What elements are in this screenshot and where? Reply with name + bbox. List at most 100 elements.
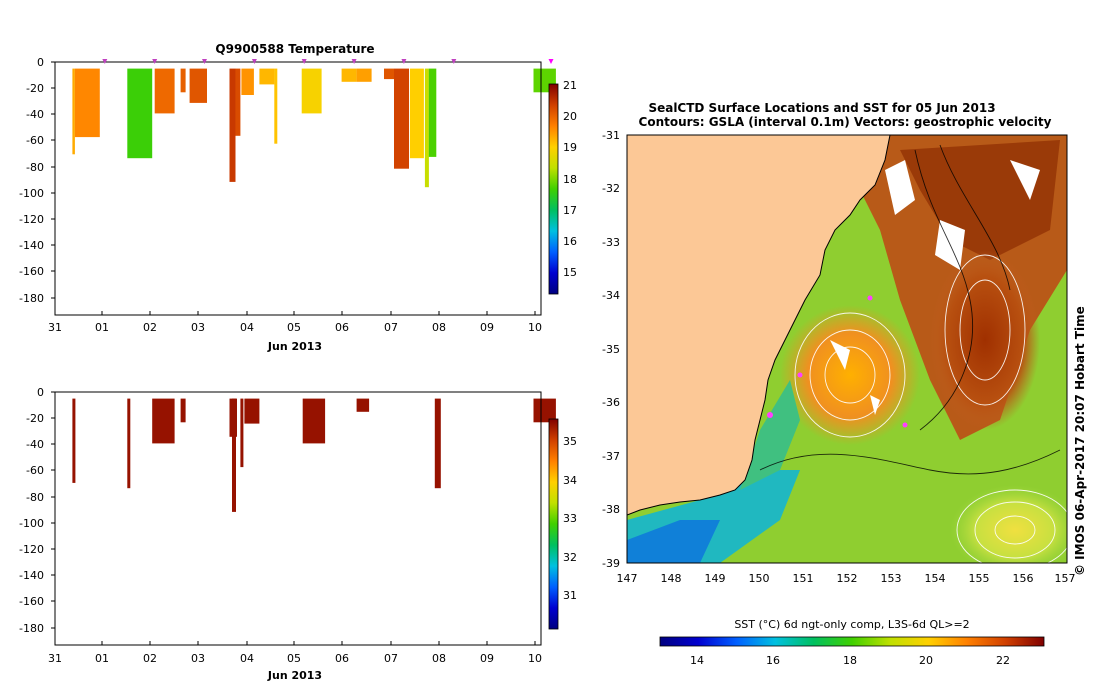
lat-tick-label: -38: [602, 503, 620, 516]
warm-core-eddy: [780, 305, 920, 445]
x-tick-label: 10: [528, 321, 542, 334]
map-plot-area: [627, 135, 1067, 563]
profile-bar: [302, 398, 326, 444]
profile-bar: [409, 68, 424, 159]
colorbar-tick-label: 18: [563, 173, 577, 186]
lon-tick-label: 157: [1055, 572, 1076, 585]
temperature-markers: [102, 59, 554, 64]
profile-bar: [232, 398, 236, 512]
lat-tick-label: -35: [602, 343, 620, 356]
temperature-colorbar-ramp: [548, 83, 559, 295]
map-colorbar-tick-label: 22: [996, 654, 1010, 667]
y-tick-label: 0: [37, 56, 44, 69]
map-colorbar-tick-label: 20: [919, 654, 933, 667]
land-mass: [627, 135, 890, 515]
lat-tick-label: -37: [602, 450, 620, 463]
colorbar-tick-label: 32: [563, 551, 577, 564]
x-tick-label: 08: [432, 652, 446, 665]
profile-bar: [274, 68, 278, 144]
profile-time-marker: [451, 59, 457, 64]
profile-bar: [72, 68, 75, 155]
x-tick-label: 06: [335, 321, 349, 334]
map-colorbar-label: SST (°C) 6d ngt-only comp, L3S-6d QL>=2: [734, 618, 969, 631]
shelf-water: [740, 380, 800, 490]
profile-bar: [434, 398, 441, 489]
profile-bar: [533, 398, 556, 423]
profile-bar: [356, 398, 370, 412]
salinity-x-label: Jun 2013: [267, 669, 322, 682]
lon-tick-label: 149: [705, 572, 726, 585]
colorbar-tick-label: 33: [563, 512, 577, 525]
profile-bar: [384, 68, 394, 80]
lat-tick-label: -33: [602, 236, 620, 249]
y-tick-label: -180: [19, 622, 44, 635]
colorbar-tick-label: 20: [563, 110, 577, 123]
lon-tick-label: 154: [925, 572, 946, 585]
salinity-axes-frame: [54, 391, 542, 646]
profile-bar: [127, 398, 131, 489]
colorbar-tick-label: 34: [563, 474, 577, 487]
y-tick-label: -180: [19, 292, 44, 305]
y-tick-label: -40: [26, 438, 44, 451]
colorbar-tick-label: 19: [563, 141, 577, 154]
lon-tick-label: 150: [749, 572, 770, 585]
profile-bar: [189, 68, 207, 103]
y-tick-label: -160: [19, 265, 44, 278]
seal-location-marker: [867, 295, 873, 301]
profile-bar: [240, 398, 244, 468]
lat-tick-label: -31: [602, 129, 620, 142]
profile-bar: [74, 68, 100, 138]
temperature-chart: Q9900588 Temperature 0 -20 -40 -60 -80 -…: [19, 42, 577, 353]
x-tick-label: 08: [432, 321, 446, 334]
x-tick-label: 02: [143, 321, 157, 334]
temperature-title: Q9900588 Temperature: [215, 42, 374, 56]
profile-bar: [72, 398, 76, 483]
y-tick-label: -20: [26, 412, 44, 425]
y-tick-label: -140: [19, 239, 44, 252]
lon-tick-label: 148: [661, 572, 682, 585]
x-tick-label: 31: [48, 321, 62, 334]
colorbar-tick-label: 35: [563, 435, 577, 448]
y-tick-label: -80: [26, 491, 44, 504]
lat-tick-label: -36: [602, 396, 620, 409]
profile-bar: [229, 68, 236, 182]
x-tick-label: 06: [335, 652, 349, 665]
x-tick-label: 09: [480, 652, 494, 665]
temperature-x-ticks: 31 01 02 03 04 05 06 07 08 09 10 Jun 201…: [48, 311, 542, 353]
map-colorbar-tick-label: 18: [843, 654, 857, 667]
lat-tick-label: -32: [602, 182, 620, 195]
profile-time-marker: [301, 59, 307, 64]
profile-bar: [428, 68, 437, 157]
profile-bar: [424, 68, 429, 188]
x-tick-label: 31: [48, 652, 62, 665]
y-tick-label: -60: [26, 134, 44, 147]
salinity-x-ticks: 31 01 02 03 04 05 06 07 08 09 10 Jun 201…: [48, 641, 542, 682]
map-title-line2: Contours: GSLA (interval 0.1m) Vectors: …: [639, 115, 1052, 129]
y-tick-label: -60: [26, 464, 44, 477]
gsla-contours: [794, 254, 1067, 563]
profile-bar: [356, 68, 372, 82]
y-tick-label: -100: [19, 187, 44, 200]
profile-bar: [180, 68, 186, 93]
y-tick-label: -140: [19, 569, 44, 582]
coastline: [627, 135, 891, 516]
profile-time-marker: [351, 59, 357, 64]
map-colorbar: SST (°C) 6d ngt-only comp, L3S-6d QL>=2 …: [659, 618, 1045, 667]
profile-bar: [127, 68, 153, 159]
lon-tick-label: 153: [881, 572, 902, 585]
x-tick-label: 04: [240, 652, 254, 665]
lon-tick-label: 152: [837, 572, 858, 585]
lon-tick-label: 151: [793, 572, 814, 585]
map-axes-frame: [626, 134, 1068, 564]
x-tick-label: 03: [191, 652, 205, 665]
profile-bar: [235, 68, 241, 136]
profile-bar: [244, 398, 260, 424]
profile-bar: [341, 68, 357, 82]
profile-bar: [259, 68, 275, 85]
colorbar-tick-label: 15: [563, 266, 577, 279]
gsla-contours-dark: [759, 144, 1061, 475]
salinity-colorbar-ramp: [548, 418, 559, 630]
cool-eddy: [950, 485, 1067, 563]
y-tick-label: 0: [37, 386, 44, 399]
